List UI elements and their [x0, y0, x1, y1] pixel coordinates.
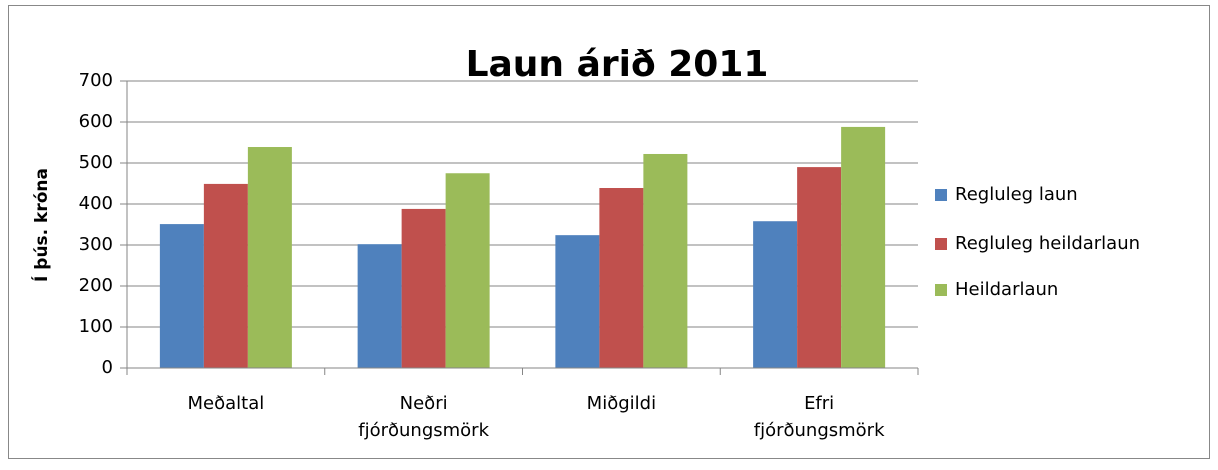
bar — [643, 153, 688, 368]
x-tick-label: Meðaltal — [187, 393, 265, 414]
bar — [599, 188, 644, 368]
bar — [555, 235, 600, 368]
y-tick-label: 300 — [79, 234, 113, 255]
bar — [401, 208, 446, 368]
legend-label: Heildarlaun — [955, 279, 1058, 300]
y-tick-label: 600 — [79, 111, 113, 132]
legend-label: Regluleg heildarlaun — [955, 233, 1140, 254]
bar — [203, 183, 248, 368]
bar — [797, 167, 842, 368]
legend-swatch — [935, 189, 947, 201]
legend-swatch — [935, 238, 947, 250]
bar — [159, 224, 204, 368]
chart-title: Laun árið 2011 — [466, 44, 769, 85]
bar — [357, 244, 402, 368]
x-tick-label: Miðgildi — [586, 393, 657, 414]
y-tick-label: 700 — [79, 70, 113, 91]
y-tick-label: 200 — [79, 275, 113, 296]
y-tick-label: 0 — [102, 357, 113, 378]
legend-swatch — [935, 284, 947, 296]
bar — [445, 173, 490, 368]
y-tick-label: 400 — [79, 193, 113, 214]
bar — [753, 221, 798, 368]
y-tick-label: 500 — [79, 152, 113, 173]
bar — [247, 147, 292, 368]
bar — [841, 126, 886, 368]
x-tick-label: Neðri fjórðungsmörk — [358, 393, 489, 441]
y-tick-label: 100 — [79, 316, 113, 337]
y-axis-label: Í þús. króna — [30, 168, 52, 282]
x-tick-label: Efri fjórðungsmörk — [753, 393, 885, 441]
legend-label: Regluleg laun — [955, 184, 1078, 205]
